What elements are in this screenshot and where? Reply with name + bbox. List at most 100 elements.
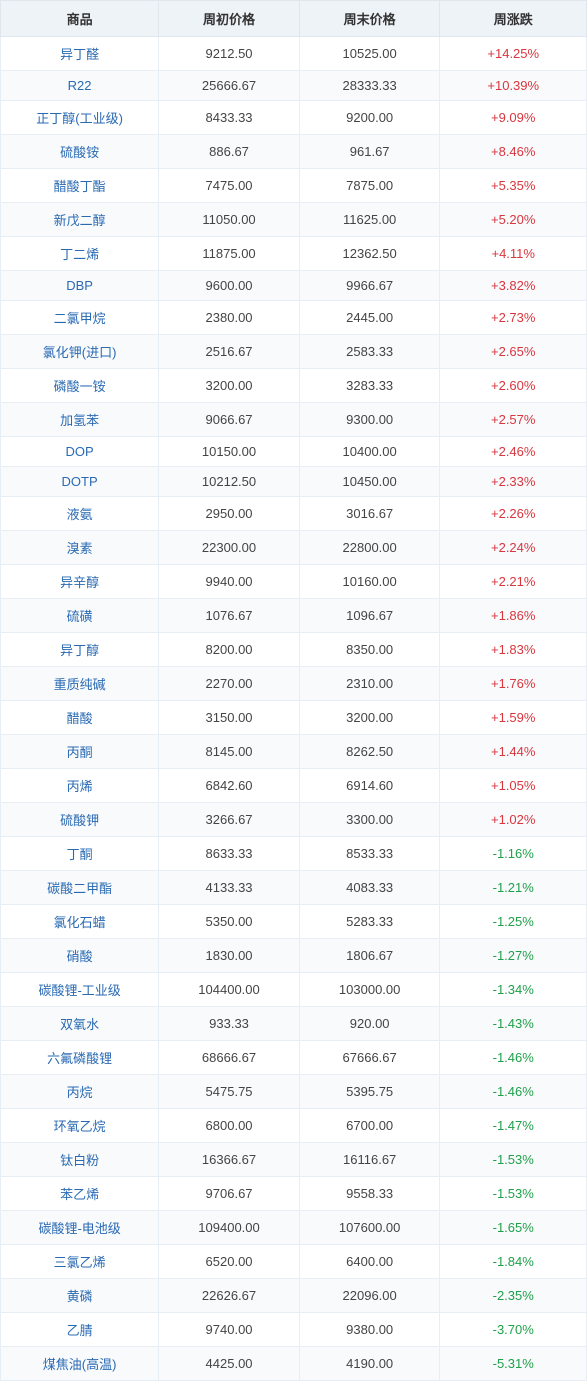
product-name[interactable]: 硫酸钾 <box>1 803 159 837</box>
product-name[interactable]: 异辛醇 <box>1 565 159 599</box>
week-change: +2.60% <box>440 369 587 403</box>
week-end-price: 4083.33 <box>299 871 440 905</box>
product-name[interactable]: 醋酸 <box>1 701 159 735</box>
product-name[interactable]: 碳酸锂-工业级 <box>1 973 159 1007</box>
product-name[interactable]: 碳酸锂-电池级 <box>1 1211 159 1245</box>
product-name[interactable]: 加氢苯 <box>1 403 159 437</box>
week-end-price: 5283.33 <box>299 905 440 939</box>
week-end-price: 107600.00 <box>299 1211 440 1245</box>
product-name[interactable]: 硝酸 <box>1 939 159 973</box>
week-change: +2.26% <box>440 497 587 531</box>
product-name[interactable]: 液氨 <box>1 497 159 531</box>
week-start-price: 5475.75 <box>159 1075 300 1109</box>
product-name[interactable]: 煤焦油(高温) <box>1 1347 159 1381</box>
week-change: +1.59% <box>440 701 587 735</box>
week-start-price: 2950.00 <box>159 497 300 531</box>
product-name[interactable]: 丙烯 <box>1 769 159 803</box>
week-change: -1.53% <box>440 1143 587 1177</box>
table-row: 液氨2950.003016.67+2.26% <box>1 497 587 531</box>
table-row: 硫磺1076.671096.67+1.86% <box>1 599 587 633</box>
product-name[interactable]: 丙酮 <box>1 735 159 769</box>
table-row: 硫酸铵886.67961.67+8.46% <box>1 135 587 169</box>
table-row: 异丁醛9212.5010525.00+14.25% <box>1 37 587 71</box>
week-start-price: 104400.00 <box>159 973 300 1007</box>
week-change: +3.82% <box>440 271 587 301</box>
week-start-price: 9740.00 <box>159 1313 300 1347</box>
week-end-price: 1806.67 <box>299 939 440 973</box>
week-start-price: 9066.67 <box>159 403 300 437</box>
product-name[interactable]: DOTP <box>1 467 159 497</box>
product-name[interactable]: 丙烷 <box>1 1075 159 1109</box>
product-name[interactable]: 二氯甲烷 <box>1 301 159 335</box>
product-name[interactable]: 钛白粉 <box>1 1143 159 1177</box>
week-change: +2.65% <box>440 335 587 369</box>
week-start-price: 6800.00 <box>159 1109 300 1143</box>
week-change: +1.44% <box>440 735 587 769</box>
product-name[interactable]: 碳酸二甲酯 <box>1 871 159 905</box>
product-name[interactable]: DBP <box>1 271 159 301</box>
product-name[interactable]: 苯乙烯 <box>1 1177 159 1211</box>
product-name[interactable]: 氯化钾(进口) <box>1 335 159 369</box>
week-end-price: 8350.00 <box>299 633 440 667</box>
product-name[interactable]: 环氧乙烷 <box>1 1109 159 1143</box>
product-name[interactable]: 氯化石蜡 <box>1 905 159 939</box>
table-row: 煤焦油(高温)4425.004190.00-5.31% <box>1 1347 587 1381</box>
product-name[interactable]: 磷酸一铵 <box>1 369 159 403</box>
product-name[interactable]: 黄磷 <box>1 1279 159 1313</box>
product-name[interactable]: 丁二烯 <box>1 237 159 271</box>
product-name[interactable]: 双氧水 <box>1 1007 159 1041</box>
table-row: 碳酸二甲酯4133.334083.33-1.21% <box>1 871 587 905</box>
product-name[interactable]: R22 <box>1 71 159 101</box>
header-product: 商品 <box>1 1 159 37</box>
table-row: R2225666.6728333.33+10.39% <box>1 71 587 101</box>
header-week-end: 周末价格 <box>299 1 440 37</box>
week-start-price: 10212.50 <box>159 467 300 497</box>
table-row: 乙腈9740.009380.00-3.70% <box>1 1313 587 1347</box>
product-name[interactable]: 醋酸丁酯 <box>1 169 159 203</box>
week-change: +2.33% <box>440 467 587 497</box>
product-name[interactable]: 乙腈 <box>1 1313 159 1347</box>
week-end-price: 3200.00 <box>299 701 440 735</box>
table-row: 正丁醇(工业级)8433.339200.00+9.09% <box>1 101 587 135</box>
week-end-price: 8533.33 <box>299 837 440 871</box>
week-start-price: 109400.00 <box>159 1211 300 1245</box>
week-start-price: 9600.00 <box>159 271 300 301</box>
table-row: 氯化钾(进口)2516.672583.33+2.65% <box>1 335 587 369</box>
product-name[interactable]: 新戊二醇 <box>1 203 159 237</box>
week-start-price: 25666.67 <box>159 71 300 101</box>
product-name[interactable]: 异丁醛 <box>1 37 159 71</box>
week-end-price: 9300.00 <box>299 403 440 437</box>
week-start-price: 8145.00 <box>159 735 300 769</box>
product-name[interactable]: 硫磺 <box>1 599 159 633</box>
week-change: -1.34% <box>440 973 587 1007</box>
week-change: +2.57% <box>440 403 587 437</box>
product-name[interactable]: 丁酮 <box>1 837 159 871</box>
week-end-price: 12362.50 <box>299 237 440 271</box>
week-start-price: 9706.67 <box>159 1177 300 1211</box>
product-name[interactable]: 异丁醇 <box>1 633 159 667</box>
table-row: 异丁醇8200.008350.00+1.83% <box>1 633 587 667</box>
week-change: +5.35% <box>440 169 587 203</box>
table-row: 苯乙烯9706.679558.33-1.53% <box>1 1177 587 1211</box>
table-row: 二氯甲烷2380.002445.00+2.73% <box>1 301 587 335</box>
week-end-price: 3300.00 <box>299 803 440 837</box>
week-change: +10.39% <box>440 71 587 101</box>
week-end-price: 9200.00 <box>299 101 440 135</box>
product-name[interactable]: 硫酸铵 <box>1 135 159 169</box>
week-start-price: 22626.67 <box>159 1279 300 1313</box>
price-table: 商品 周初价格 周末价格 周涨跌 异丁醛9212.5010525.00+14.2… <box>0 0 587 1381</box>
product-name[interactable]: DOP <box>1 437 159 467</box>
week-start-price: 4133.33 <box>159 871 300 905</box>
product-name[interactable]: 三氯乙烯 <box>1 1245 159 1279</box>
product-name[interactable]: 正丁醇(工业级) <box>1 101 159 135</box>
product-name[interactable]: 六氟磷酸锂 <box>1 1041 159 1075</box>
week-start-price: 3200.00 <box>159 369 300 403</box>
week-end-price: 7875.00 <box>299 169 440 203</box>
week-change: +2.21% <box>440 565 587 599</box>
product-name[interactable]: 重质纯碱 <box>1 667 159 701</box>
header-week-change: 周涨跌 <box>440 1 587 37</box>
week-change: -3.70% <box>440 1313 587 1347</box>
week-start-price: 11050.00 <box>159 203 300 237</box>
product-name[interactable]: 溴素 <box>1 531 159 565</box>
table-row: DOTP10212.5010450.00+2.33% <box>1 467 587 497</box>
